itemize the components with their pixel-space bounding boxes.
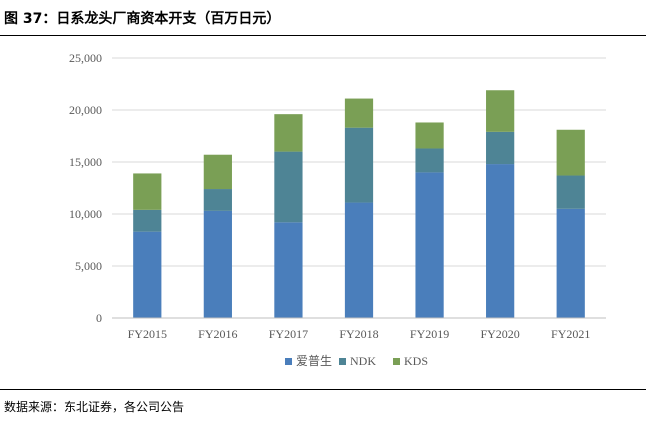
bar-segment — [203, 154, 232, 190]
axis-layer: 0 5,000 10,000 15,000 20,000 25,000 FY2015 FY20… — [69, 51, 606, 341]
legend-swatch — [339, 358, 346, 365]
x-tick-label: FY2020 — [480, 327, 519, 341]
y-tick-label: 10,000 — [69, 207, 102, 221]
bar-segment — [556, 129, 585, 176]
bar-segment — [415, 172, 444, 318]
bar-segment — [274, 151, 303, 223]
legend-label: KDS — [404, 354, 428, 368]
source-note: 数据来源：东北证券，各公司公告 — [4, 400, 185, 414]
bar-segment — [486, 90, 515, 132]
y-tick-label: 20,000 — [69, 103, 102, 117]
figure-title: 图 37：日系龙头厂商资本开支（百万日元） — [4, 11, 281, 27]
y-tick-label: 0 — [96, 311, 102, 325]
y-tick-label: 25,000 — [69, 51, 102, 65]
y-tick-label: 15,000 — [69, 155, 102, 169]
x-tick-label: FY2019 — [410, 327, 449, 341]
legend-swatch — [393, 358, 400, 365]
bar-segment — [415, 148, 444, 173]
bar-segment — [133, 209, 162, 232]
x-tick-label: FY2017 — [269, 327, 308, 341]
bar-segment — [556, 175, 585, 209]
y-tick-label: 5,000 — [75, 259, 102, 273]
x-tick-label: FY2021 — [551, 327, 590, 341]
bar-segment — [133, 231, 162, 318]
bar-segment — [556, 208, 585, 318]
bar-segment — [486, 164, 515, 318]
bar-segment — [274, 222, 303, 318]
bar-segment — [486, 131, 515, 165]
bar-segment — [344, 127, 374, 203]
bar-segment — [344, 98, 374, 128]
x-tick-label: FY2016 — [198, 327, 237, 341]
bar-segment — [344, 202, 374, 318]
bar-segment — [274, 114, 303, 152]
stacked-bar-chart: 0 5,000 10,000 15,000 20,000 25,000 FY2015 FY20… — [69, 51, 606, 368]
bottom-rule — [0, 389, 646, 390]
legend: 爱普生 NDK KDS — [285, 354, 428, 368]
bar-segment — [203, 189, 232, 211]
bar-segment — [203, 210, 232, 318]
legend-swatch — [285, 358, 292, 365]
x-tick-label: FY2018 — [339, 327, 378, 341]
bar-segment — [415, 122, 444, 149]
legend-label: NDK — [350, 354, 376, 368]
legend-label: 爱普生 — [296, 354, 332, 368]
bar-layer — [133, 90, 585, 318]
top-rule — [0, 35, 646, 36]
bar-segment — [133, 173, 162, 210]
x-tick-label: FY2015 — [128, 327, 167, 341]
